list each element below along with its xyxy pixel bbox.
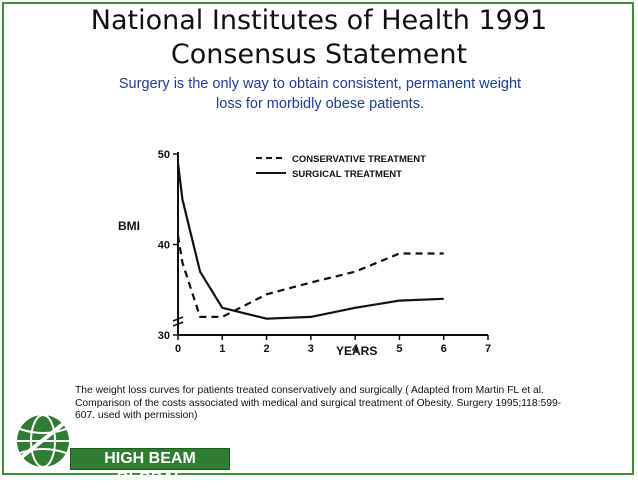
bmi-line-chart: BMI YEARS 0 1 2 3 4 5 6 7 30 40 50 CONSERVATIVE TR…	[118, 149, 491, 358]
y-tick-label: 40	[158, 240, 170, 252]
series-line-conservative	[176, 235, 444, 318]
caption-line-1: The weight loss curves for patients trea…	[75, 385, 544, 396]
figure-caption: The weight loss curves for patients trea…	[75, 385, 595, 423]
x-tick-label: 1	[219, 343, 225, 355]
caption-line-3: 607. used with permission)	[75, 410, 198, 421]
x-tick-label: 0	[175, 343, 181, 355]
y-axis-label: BMI	[118, 219, 140, 233]
caption-line-2: Comparison of the costs associated with …	[75, 397, 562, 409]
x-tick-label: 4	[352, 343, 359, 355]
x-axis-label: YEARS	[336, 344, 377, 358]
company-logo-text: HIGH BEAM GLOBAL	[70, 448, 230, 487]
x-tick-label: 7	[485, 343, 491, 355]
subtitle-line-1: Surgery is the only way to obtain consis…	[118, 76, 522, 92]
x-tick-label: 2	[264, 343, 270, 355]
globe-logo-icon	[16, 414, 70, 468]
x-tick-label: 6	[441, 343, 447, 355]
title-line-2: Consensus Statement	[170, 39, 468, 70]
slide-subtitle: Surgery is the only way to obtain consis…	[60, 74, 580, 114]
x-tick-label: 5	[396, 343, 402, 355]
x-tick-label: 3	[308, 343, 314, 355]
slide-border	[2, 2, 634, 475]
y-axis-break-mark	[172, 316, 184, 327]
y-tick-label: 30	[158, 330, 170, 342]
series-line-surgical	[176, 162, 444, 320]
subtitle-line-2: loss for morbidly obese patients.	[216, 96, 424, 112]
legend-label: CONSERVATIVE TREATMENT	[292, 154, 426, 165]
legend-label: SURGICAL TREATMENT	[292, 169, 402, 180]
title-line-1: National Institutes of Health 1991	[90, 5, 548, 36]
slide-title: National Institutes of Health 1991 Conse…	[0, 4, 638, 72]
y-tick-label: 50	[158, 149, 170, 161]
